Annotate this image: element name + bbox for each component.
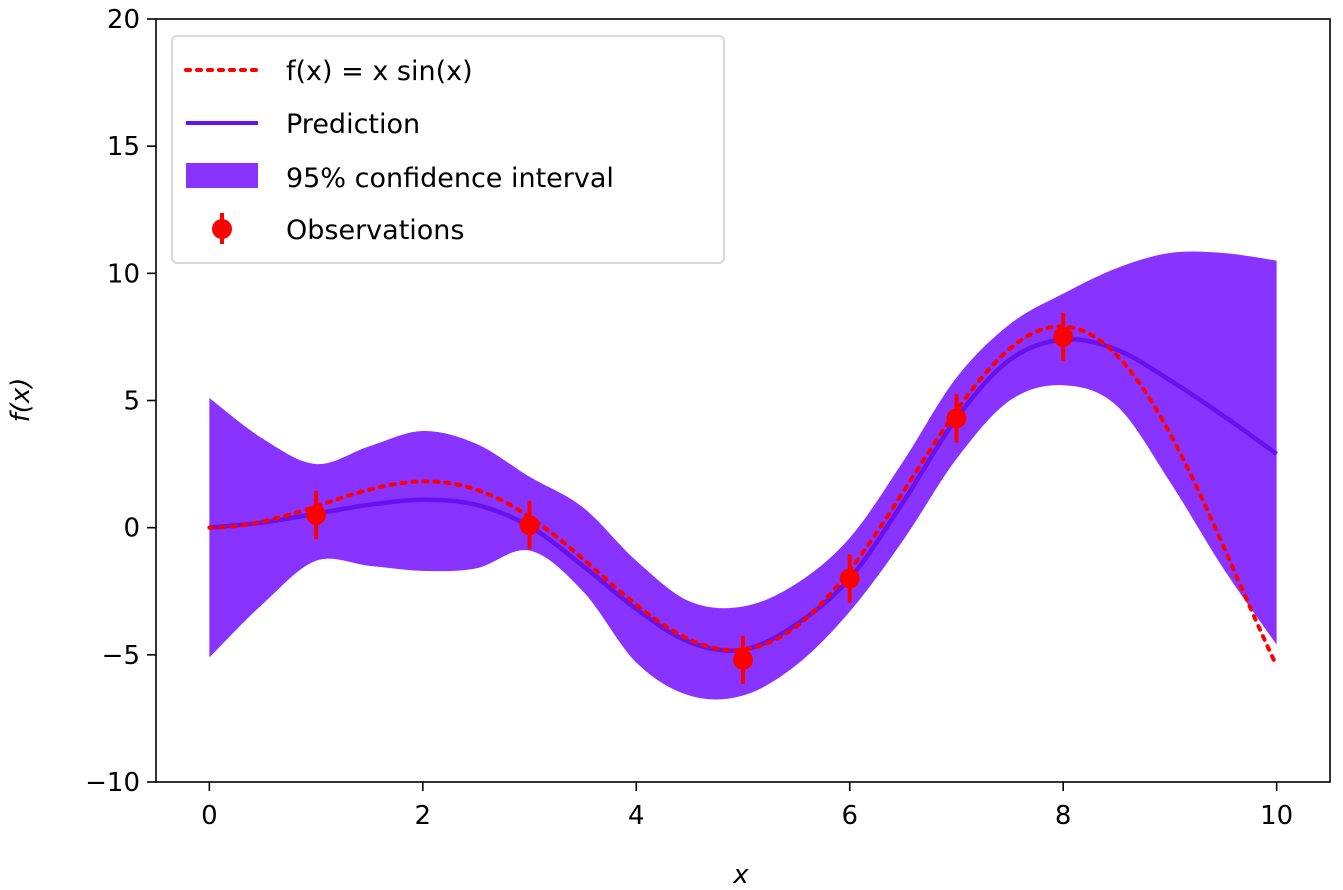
observation-point	[946, 408, 967, 429]
y-tick-label: 20	[107, 5, 140, 35]
legend-swatch-observations-marker	[212, 219, 232, 239]
observation-point	[1053, 326, 1074, 347]
observation-point	[733, 649, 753, 670]
legend-box	[171, 35, 725, 264]
x-tick-label: 6	[841, 801, 858, 831]
legend-label-prediction: Prediction	[286, 109, 420, 140]
observation-point	[306, 504, 327, 525]
y-tick-label: 10	[107, 259, 140, 289]
observation-point	[839, 568, 860, 589]
legend-label-confidence-interval: 95% confidence interval	[286, 163, 614, 194]
x-tick-label: 0	[201, 801, 218, 831]
plot-area	[207, 251, 1279, 700]
x-tick-label: 8	[1055, 801, 1072, 831]
x-tick-label: 2	[415, 801, 432, 831]
x-axis-label: x	[732, 860, 749, 890]
legend-label-true-function: f(x) = x sin(x)	[286, 56, 473, 87]
x-axis-ticks: 0 2 4 6 8 10	[201, 782, 1293, 831]
y-tick-label: 15	[107, 132, 140, 162]
y-tick-label: −10	[85, 768, 140, 798]
y-axis-ticks: −10 −5 0 5 10 15 20	[85, 5, 156, 798]
y-tick-label: 0	[123, 514, 140, 544]
y-tick-label: −5	[102, 641, 140, 671]
legend-label-observations: Observations	[286, 215, 464, 246]
observations	[306, 312, 1074, 685]
y-tick-label: 5	[123, 387, 140, 417]
observation-point	[519, 515, 540, 536]
true-function-line	[207, 324, 1279, 669]
legend: f(x) = x sin(x) Prediction 95% confidenc…	[171, 35, 725, 264]
x-tick-label: 10	[1260, 801, 1293, 831]
x-tick-label: 4	[628, 801, 645, 831]
y-axis-label: f(x)	[6, 378, 36, 423]
legend-swatch-confidence-interval	[186, 163, 258, 188]
confidence-band	[209, 251, 1277, 700]
